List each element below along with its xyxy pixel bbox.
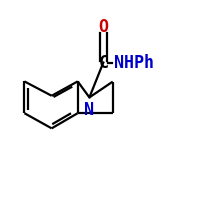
Text: NHPh: NHPh (113, 53, 153, 71)
Text: O: O (98, 18, 108, 35)
Text: N: N (84, 101, 94, 119)
Text: C: C (98, 53, 108, 71)
